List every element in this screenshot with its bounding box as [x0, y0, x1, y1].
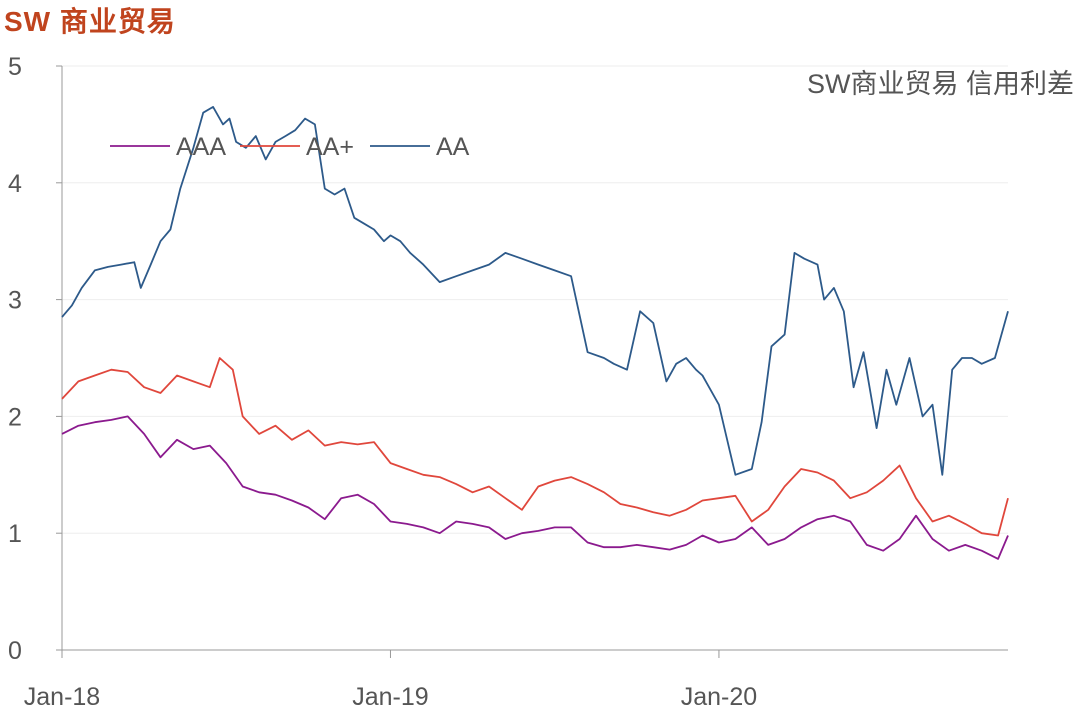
y-tick-label: 5: [8, 53, 22, 81]
x-tick-label: Jan-19: [352, 683, 428, 711]
y-tick-label: 4: [8, 170, 22, 198]
series-lines: [61, 106, 1009, 560]
y-tick-label: 1: [8, 520, 22, 548]
y-axis-ticks: 0 1 2 3 4 5: [8, 53, 22, 665]
legend-label: AA: [436, 133, 470, 161]
grid-lines: [62, 65, 1008, 534]
chart-subtitle: SW商业贸易 信用利差: [807, 69, 1074, 99]
y-tick-label: 2: [8, 403, 22, 431]
axes: [56, 65, 1008, 658]
legend-label: AAA: [176, 133, 226, 161]
y-tick-label: 0: [8, 637, 22, 665]
series-line-aaplus: [61, 357, 1009, 537]
x-tick-label: Jan-20: [681, 683, 757, 711]
series-line-aaa: [61, 415, 1009, 560]
x-tick-label: Jan-18: [24, 683, 100, 711]
x-axis-ticks: Jan-18 Jan-19 Jan-20: [24, 683, 757, 711]
chart-title: SW 商业贸易: [4, 6, 176, 37]
y-tick-label: 3: [8, 287, 22, 315]
series-line-aa: [61, 106, 1009, 476]
legend-label: AA+: [306, 133, 354, 161]
legend: AAA AA+ AA: [110, 133, 470, 161]
